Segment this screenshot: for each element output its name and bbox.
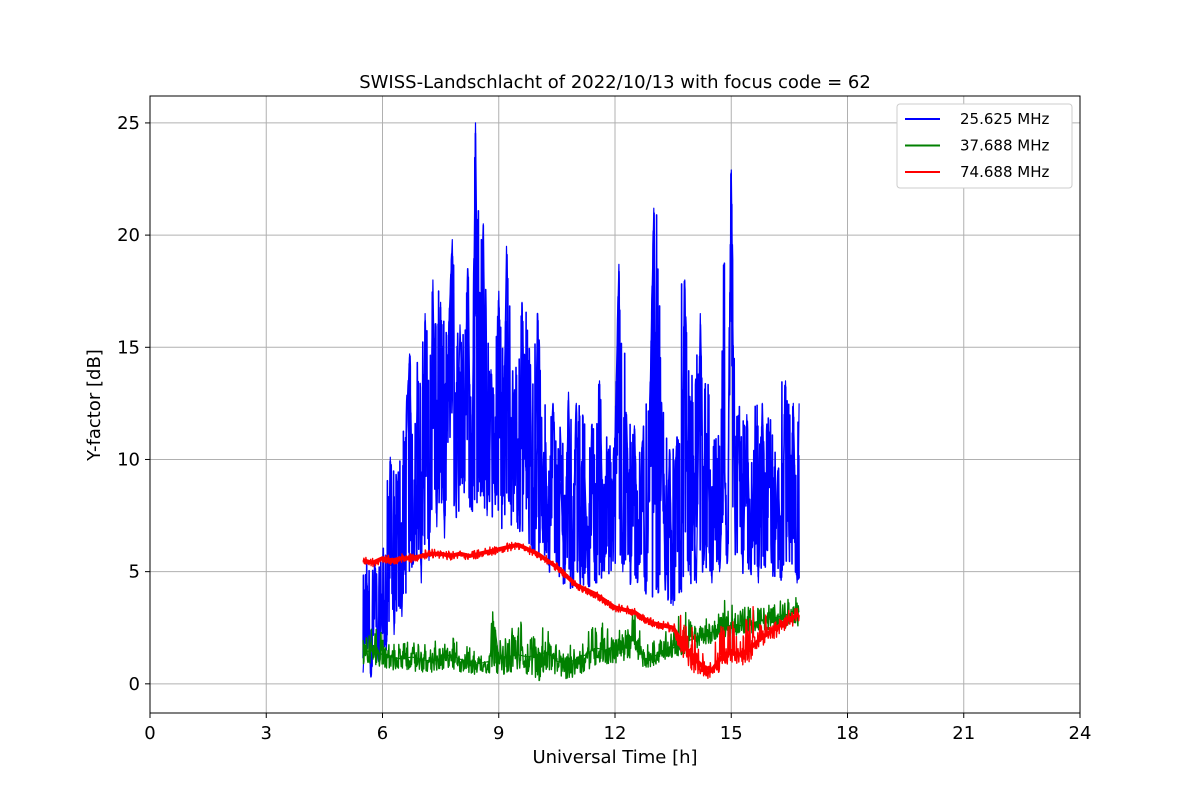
y-axis-label: Y-factor [dB] — [84, 349, 105, 462]
y-tick-label: 20 — [117, 225, 140, 246]
legend-label: 74.688 MHz — [960, 163, 1049, 181]
y-tick-label: 15 — [117, 337, 140, 358]
series-trend-line — [362, 122, 800, 678]
series-line — [362, 132, 800, 678]
series-37-688-mhz — [362, 597, 800, 682]
legend: 25.625 MHz 37.688 MHz 74.688 MHz — [896, 103, 1073, 189]
x-tick-label: 21 — [952, 723, 975, 744]
y-tick-label: 25 — [117, 113, 140, 134]
series-trend-line — [362, 611, 800, 665]
y-tick-label: 10 — [117, 449, 140, 470]
x-tick-label: 24 — [1069, 723, 1092, 744]
legend-label: 25.625 MHz — [960, 110, 1049, 128]
legend-label: 37.688 MHz — [960, 137, 1049, 155]
y-tick-label: 0 — [129, 674, 140, 695]
x-tick-label: 15 — [720, 723, 743, 744]
tick-layer: 0 3 6 9 12 15 18 21 24 0 5 10 15 20 25 — [117, 113, 1091, 744]
chart-title: SWISS-Landschlacht of 2022/10/13 with fo… — [359, 72, 871, 93]
x-axis-label: Universal Time [h] — [532, 747, 697, 768]
x-tick-label: 12 — [604, 723, 627, 744]
series-trend-line — [362, 542, 800, 673]
x-tick-label: 9 — [493, 723, 504, 744]
series-layer — [362, 122, 800, 682]
x-tick-label: 18 — [836, 723, 859, 744]
x-tick-label: 6 — [377, 723, 388, 744]
series-line — [362, 597, 800, 682]
series-74-688-mhz — [362, 541, 800, 679]
x-tick-label: 0 — [144, 723, 155, 744]
x-tick-label: 3 — [261, 723, 272, 744]
series-25-625-mhz — [362, 122, 800, 678]
legend-box — [896, 103, 1073, 189]
y-tick-label: 5 — [129, 562, 140, 583]
